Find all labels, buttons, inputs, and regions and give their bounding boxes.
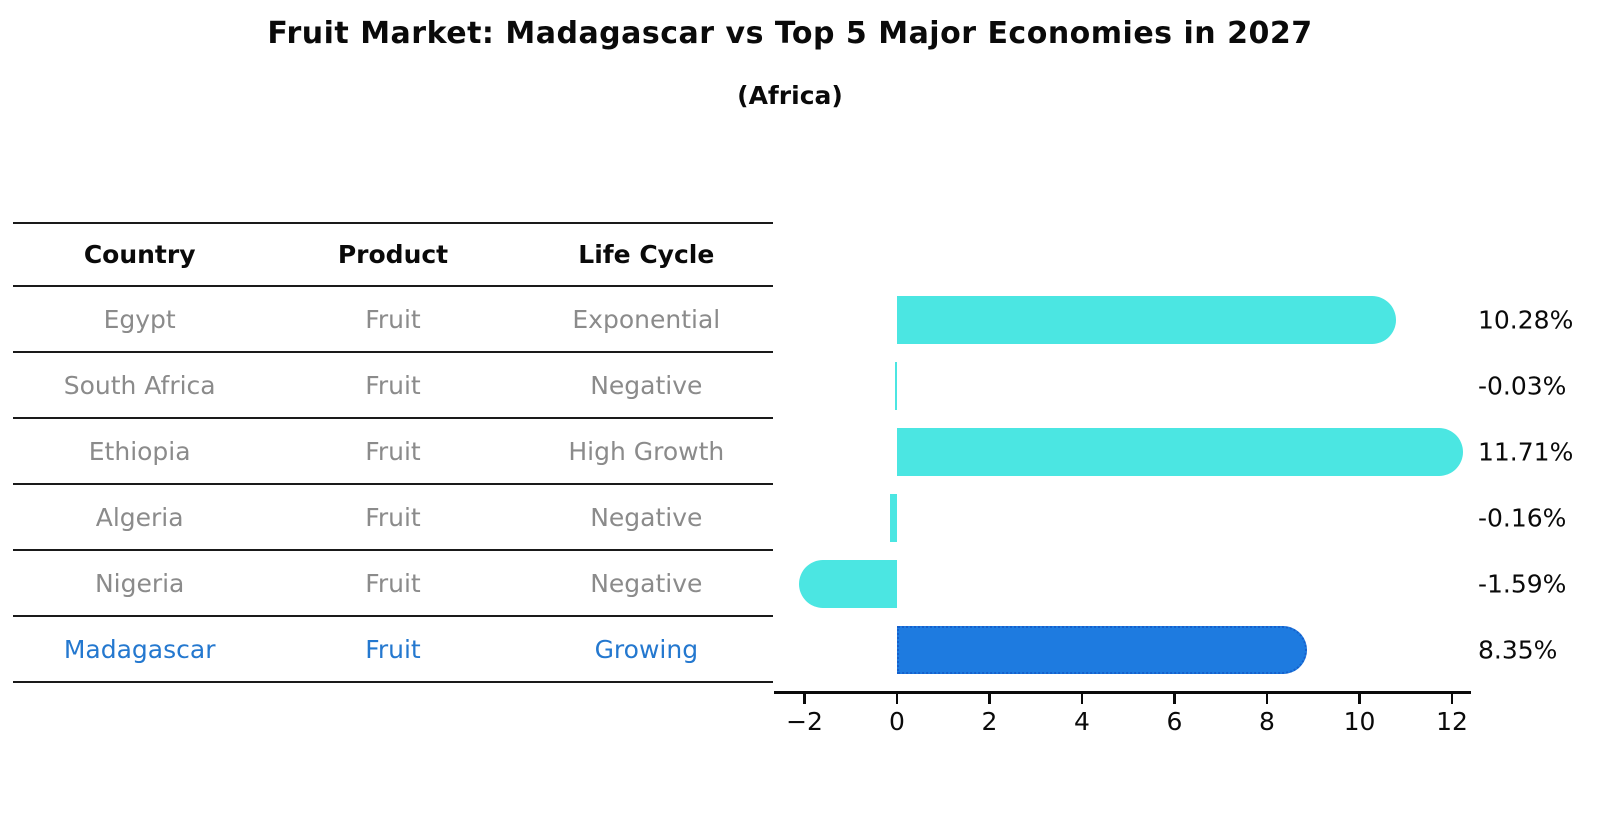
x-axis-tick-label: −2 (786, 707, 823, 736)
x-axis-tick (1173, 693, 1176, 704)
x-axis-tick (1450, 693, 1454, 704)
data-table: Country Product Life Cycle Egypt Fruit Exp… (13, 222, 773, 683)
country-cell: Egypt (103, 304, 176, 334)
x-axis-tick (988, 693, 991, 704)
table-row-madagascar: Madagascar Fruit Growing (13, 617, 773, 683)
country-cell: Nigeria (94, 568, 185, 598)
table-row-nigeria: Nigeria Fruit Negative (13, 551, 773, 617)
country-cell: South Africa (63, 370, 216, 400)
x-axis-tick-label: 8 (1259, 707, 1275, 736)
x-axis-tick (803, 693, 806, 704)
column-header-product: Product (337, 240, 449, 269)
table-row-algeria: Algeria Fruit Negative (13, 485, 773, 551)
column-header-country: Country (83, 240, 196, 269)
x-axis-tick-label: 0 (889, 707, 905, 736)
product-cell: Fruit (365, 370, 421, 400)
value-label-egypt: 10.28% (1478, 305, 1574, 335)
value-label-algeria: -0.16% (1478, 503, 1567, 533)
bar-nigeria (799, 560, 897, 608)
table-row-ethiopia: Ethiopia Fruit High Growth (13, 419, 773, 485)
country-cell: Ethiopia (88, 436, 191, 466)
bar-algeria (889, 494, 897, 542)
country-cell: Madagascar (63, 634, 216, 664)
country-cell: Algeria (95, 502, 184, 532)
value-label-nigeria: -1.59% (1478, 569, 1567, 599)
life-cycle-cell: Negative (590, 502, 703, 532)
x-axis-tick-label: 10 (1343, 707, 1376, 736)
life-cycle-cell: Growing (594, 634, 699, 664)
table-row-south-africa: South Africa Fruit Negative (13, 353, 773, 419)
x-axis-tick (1358, 693, 1361, 704)
product-cell: Fruit (365, 634, 421, 664)
x-axis-line (774, 691, 1471, 694)
product-cell: Fruit (365, 436, 421, 466)
product-cell: Fruit (365, 568, 421, 598)
table-header-row: Country Product Life Cycle (13, 222, 773, 287)
life-cycle-cell: Negative (590, 370, 703, 400)
life-cycle-cell: High Growth (568, 436, 725, 466)
column-header-life-cycle: Life Cycle (578, 240, 715, 269)
table-body: Egypt Fruit Exponential South Africa Fruit Ne… (13, 287, 773, 683)
life-cycle-cell: Negative (590, 568, 703, 598)
bar-south-africa (894, 362, 897, 410)
x-axis-tick (1265, 693, 1269, 704)
x-axis-tick-label: 12 (1436, 707, 1468, 736)
bar-egypt (897, 296, 1397, 344)
value-label-south-africa: -0.03% (1478, 371, 1567, 401)
bar-madagascar (897, 626, 1308, 674)
product-cell: Fruit (365, 304, 421, 334)
x-axis-tick (895, 693, 899, 704)
x-axis-tick-label: 6 (1166, 707, 1183, 736)
chart-subtitle: (Africa) (737, 81, 843, 110)
life-cycle-cell: Exponential (572, 304, 721, 334)
table-row-egypt: Egypt Fruit Exponential (13, 287, 773, 353)
bar-ethiopia (897, 428, 1463, 476)
product-cell: Fruit (365, 502, 421, 532)
x-axis-tick-label: 2 (981, 707, 998, 736)
value-label-madagascar: 8.35% (1478, 635, 1558, 665)
value-label-ethiopia: 11.71% (1478, 437, 1574, 467)
chart-title: Fruit Market: Madagascar vs Top 5 Major … (267, 16, 1313, 51)
x-axis-tick (1080, 693, 1084, 704)
x-axis-tick-label: 4 (1074, 707, 1090, 736)
